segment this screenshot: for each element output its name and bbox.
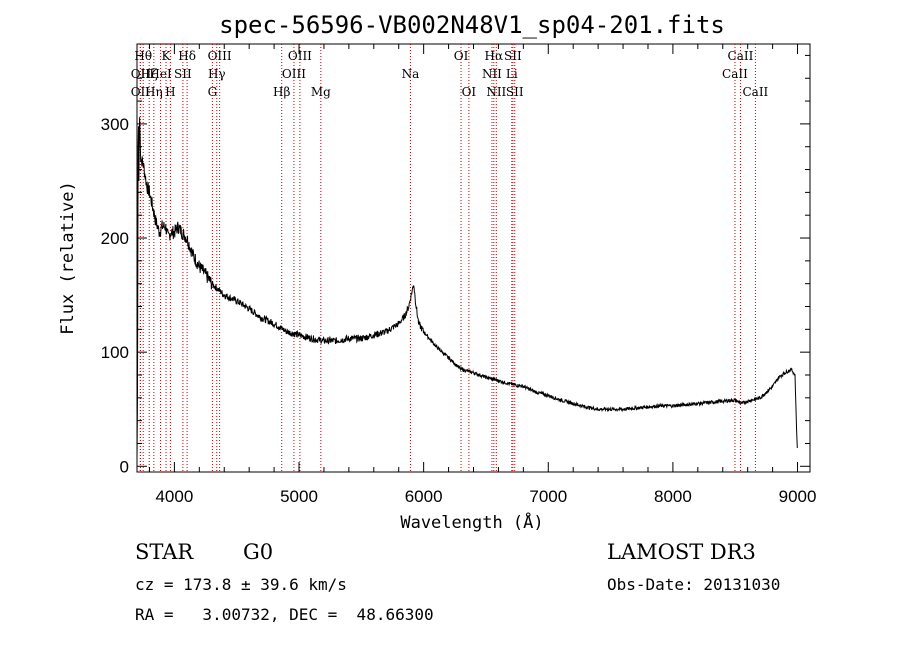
line-label: K (162, 49, 172, 63)
observation-date: Obs-Date: 20131030 (607, 575, 780, 594)
line-label: Hβ (273, 85, 290, 99)
line-label: Mg (311, 85, 331, 99)
y-tick-label: 300 (101, 115, 129, 134)
y-tick-label: 0 (120, 457, 129, 476)
line-label: H (165, 85, 175, 99)
line-label: CaII (722, 67, 748, 81)
spectral-line-labels: OII OII Hθ Hζ Hη HeI K H SII Hδ G Hγ OIII Hβ OIII OIII M… (131, 49, 769, 99)
x-axis-ticks: 4000 5000 6000 7000 8000 9000 (148, 44, 817, 506)
line-label: Hγ (208, 67, 226, 81)
line-label: SII (504, 49, 522, 63)
line-label: SII (174, 67, 192, 81)
x-tick-label: 4000 (155, 487, 193, 506)
redshift-cz: cz = 173.8 ± 39.6 km/s (135, 575, 347, 594)
line-label: Hη (145, 85, 163, 99)
line-label: SII (506, 85, 524, 99)
y-tick-label: 100 (101, 343, 129, 362)
line-label: OII (131, 67, 151, 81)
y-axis-ticks: 0 100 200 300 (101, 54, 810, 476)
chart-title: spec-56596-VB002N48V1_sp04-201.fits (219, 11, 725, 39)
line-label: Hα (485, 49, 504, 63)
line-label: Li (506, 67, 518, 81)
x-tick-label: 8000 (654, 487, 692, 506)
x-tick-label: 7000 (529, 487, 567, 506)
plot-frame (136, 43, 811, 473)
line-label: G (208, 85, 218, 99)
line-label: OI (454, 49, 469, 63)
spectrum-line (136, 117, 798, 461)
object-class: STAR (135, 540, 194, 564)
line-label: Hζ (141, 67, 158, 81)
line-label: OIII (282, 67, 306, 81)
x-tick-label: 9000 (779, 487, 817, 506)
line-label: Na (402, 67, 420, 81)
x-tick-label: 6000 (405, 487, 443, 506)
spectral-line-markers (139, 44, 756, 472)
line-label: OII (131, 85, 151, 99)
ra-dec: RA = 3.00732, DEC = 48.66300 (135, 605, 434, 624)
y-tick-label: 200 (101, 229, 129, 248)
line-label: NII (486, 85, 506, 99)
y-axis-label: Flux (relative) (58, 181, 78, 335)
line-label: OIII (208, 49, 232, 63)
line-label: OIII (288, 49, 312, 63)
line-label: Hθ (134, 49, 152, 63)
line-label: HeI (149, 67, 172, 81)
line-label: NII (482, 67, 502, 81)
line-label: OI (462, 85, 477, 99)
x-axis-label: Wavelength (Å) (400, 511, 543, 533)
survey-name: LAMOST DR3 (607, 540, 756, 564)
object-subclass: G0 (243, 540, 273, 564)
line-label: Hδ (178, 49, 196, 63)
line-label: CaII (728, 49, 754, 63)
line-label: CaII (742, 85, 768, 99)
x-tick-label: 5000 (280, 487, 318, 506)
